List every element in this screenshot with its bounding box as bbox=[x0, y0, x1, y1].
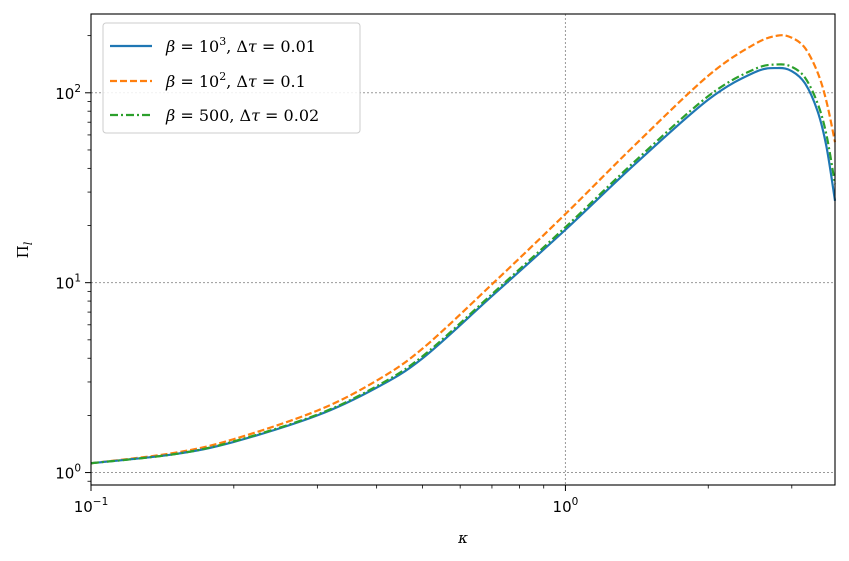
legend-beta-value: 500 bbox=[199, 106, 230, 125]
minor-ticks bbox=[87, 35, 793, 489]
legend-delta-symbol: Δ bbox=[236, 72, 248, 91]
y-axis-label-subscript: l bbox=[22, 241, 35, 245]
series-line-3 bbox=[90, 63, 837, 465]
legend-beta-symbol: β bbox=[165, 72, 175, 91]
legend-box bbox=[102, 22, 361, 134]
legend-comma: , bbox=[226, 37, 236, 56]
y-tick-label-base: 10 bbox=[55, 85, 74, 103]
legend-tau-symbol: τ bbox=[248, 72, 258, 91]
series-group bbox=[90, 34, 837, 465]
legend: β = 103, Δτ = 0.01β = 102, Δτ = 0.1β = 5… bbox=[102, 22, 361, 134]
legend-beta-exponent: 3 bbox=[219, 35, 226, 48]
legend-equals: = bbox=[260, 106, 284, 125]
legend-comma: , bbox=[229, 106, 239, 125]
x-tick-label: 100 bbox=[553, 496, 579, 516]
series-line-2 bbox=[90, 34, 837, 465]
y-tick-label-exponent: 1 bbox=[74, 273, 81, 285]
legend-equals: = bbox=[175, 72, 199, 91]
legend-comma: , bbox=[226, 72, 236, 91]
legend-beta-value: 10 bbox=[199, 72, 219, 91]
legend-equals: = bbox=[257, 72, 281, 91]
legend-equals: = bbox=[175, 106, 199, 125]
x-tick-label-base: 10 bbox=[553, 498, 572, 516]
x-tick-label: 10−1 bbox=[74, 496, 109, 516]
y-tick-label-exponent: 2 bbox=[74, 83, 81, 95]
y-axis-label-main: Π bbox=[14, 245, 32, 258]
legend-tau-value: 0.02 bbox=[284, 106, 320, 125]
y-tick-label: 100 bbox=[55, 463, 81, 483]
y-tick-label: 102 bbox=[55, 83, 81, 103]
plot-frame bbox=[90, 13, 836, 486]
legend-tau-symbol: τ bbox=[248, 37, 258, 56]
y-tick-label-base: 10 bbox=[55, 465, 74, 483]
legend-label-3: β = 500, Δτ = 0.02 bbox=[165, 106, 319, 125]
legend-equals: = bbox=[257, 37, 281, 56]
x-tick-label-exponent: −1 bbox=[93, 496, 108, 508]
y-tick-label-base: 10 bbox=[55, 275, 74, 293]
y-tick-label: 101 bbox=[55, 273, 81, 293]
x-tick-label-base: 10 bbox=[74, 498, 93, 516]
legend-tau-value: 0.01 bbox=[280, 37, 316, 56]
legend-beta-symbol: β bbox=[165, 106, 175, 125]
x-tick-label-exponent: 0 bbox=[572, 496, 579, 508]
legend-beta-value: 10 bbox=[199, 37, 219, 56]
legend-label-2: β = 102, Δτ = 0.1 bbox=[165, 70, 306, 91]
legend-delta-symbol: Δ bbox=[236, 37, 248, 56]
legend-equals: = bbox=[175, 37, 199, 56]
legend-delta-symbol: Δ bbox=[240, 106, 252, 125]
major-ticks bbox=[85, 92, 566, 491]
legend-tau-value: 0.1 bbox=[280, 72, 305, 91]
legend-label-1: β = 103, Δτ = 0.01 bbox=[165, 35, 316, 56]
legend-beta-symbol: β bbox=[165, 37, 175, 56]
x-axis-label: κ bbox=[457, 529, 468, 547]
y-axis-label: Πl bbox=[14, 241, 35, 258]
legend-tau-symbol: τ bbox=[251, 106, 261, 125]
legend-beta-exponent: 2 bbox=[219, 70, 226, 83]
y-tick-label-exponent: 0 bbox=[74, 463, 81, 475]
